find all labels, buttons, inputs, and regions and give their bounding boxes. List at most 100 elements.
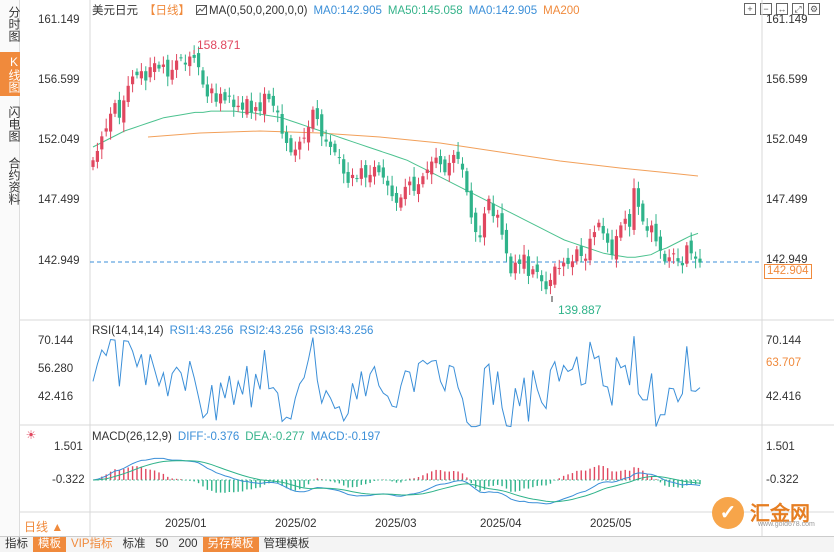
candle-body xyxy=(320,114,324,137)
logo-mark-icon: ✓ xyxy=(712,497,744,529)
candle-body xyxy=(658,236,663,251)
candle-body xyxy=(201,70,205,85)
rsi1-value: RSI1:43.256 xyxy=(169,325,234,337)
candle-body xyxy=(100,136,104,150)
chart-settings-icon xyxy=(196,5,207,15)
candle-body xyxy=(601,225,605,234)
logo-url: www.gold678.com xyxy=(758,521,815,528)
symbol-label: 美元日元 xyxy=(92,5,138,17)
fullscreen-icon[interactable]: ⤢ xyxy=(792,3,804,15)
price-axis-label: 161.149 xyxy=(38,14,80,26)
macd-value: MACD:-0.197 xyxy=(310,431,381,443)
zoom-out-icon[interactable]: − xyxy=(760,3,772,15)
candle-body xyxy=(284,132,289,143)
price-axis-label: 152.049 xyxy=(38,134,80,146)
rsi-line xyxy=(92,336,701,428)
candle-body xyxy=(346,171,350,183)
candle-body xyxy=(645,226,649,231)
candle-body xyxy=(399,197,403,208)
candle-body xyxy=(544,281,548,290)
settings-icon[interactable]: ⚙ xyxy=(808,3,820,15)
tab-flash[interactable]: 闪电图 xyxy=(7,106,21,142)
fit-icon[interactable]: ↔ xyxy=(776,3,788,15)
sun-settings-icon[interactable]: ☀ xyxy=(25,428,37,442)
candle-body xyxy=(597,222,601,228)
macd-title: MACD(26,12,9) xyxy=(92,431,172,443)
rsi-header: RSI(14,14,14) RSI1:43.256 RSI2:43.256 RSI3:… xyxy=(92,324,379,338)
macd-bars xyxy=(96,465,701,493)
candle-body xyxy=(575,249,579,262)
candle-body xyxy=(139,71,143,79)
candle-body xyxy=(364,165,368,178)
candle-body xyxy=(557,267,561,269)
candle-body xyxy=(355,178,359,180)
macd-axis-label: 1.501 xyxy=(54,441,83,453)
macd-dea-value: DEA:-0.277 xyxy=(245,431,305,443)
candle-body xyxy=(689,240,693,254)
manage-template-button[interactable]: 管理模板 xyxy=(263,537,310,550)
tab-kline[interactable]: K线图 xyxy=(0,52,21,96)
candle-body xyxy=(421,176,425,185)
macd-axis-label-right: 1.501 xyxy=(766,441,795,453)
vip-indicator-button[interactable]: VIP指标 xyxy=(71,537,113,550)
ma200-button[interactable]: 200 xyxy=(178,537,198,550)
candle-body xyxy=(205,84,209,97)
save-template-button[interactable]: 另存模板 xyxy=(202,536,259,552)
rsi-axis-label: 56.280 xyxy=(38,363,74,375)
candle-body xyxy=(487,198,491,211)
candle-body xyxy=(280,113,284,134)
candle-body xyxy=(372,166,377,177)
candle-body xyxy=(663,253,667,262)
rsi3-value: RSI3:43.256 xyxy=(309,325,374,337)
candle-body xyxy=(130,76,135,85)
zoom-in-icon[interactable]: + xyxy=(744,3,756,15)
period-select-button[interactable]: 日线 ▲ xyxy=(24,520,64,534)
candle-body xyxy=(443,159,447,173)
candle-body xyxy=(179,57,183,59)
ma50-line xyxy=(92,110,699,258)
candle-body xyxy=(152,63,157,72)
ma-formula[interactable]: MA(0,50,0,200,0,0) xyxy=(196,5,307,17)
standard-button[interactable]: 标准 xyxy=(122,537,146,550)
candle-body xyxy=(302,137,306,139)
candle-body xyxy=(540,275,544,282)
price-axis-label-right: 147.499 xyxy=(766,194,808,206)
candle-body xyxy=(350,174,355,179)
price-axis-label-right: 156.599 xyxy=(766,74,808,86)
tab-contract-info[interactable]: 合约资料 xyxy=(7,157,21,205)
candle-body xyxy=(522,254,526,269)
candle-body xyxy=(113,103,117,114)
candle-body xyxy=(562,262,566,267)
price-axis-label: 147.499 xyxy=(38,194,80,206)
candle-body xyxy=(408,181,412,186)
macd-lines xyxy=(92,457,701,505)
candle-body xyxy=(258,102,262,112)
candle-body xyxy=(240,102,245,110)
candle-body xyxy=(588,238,592,261)
candle-body xyxy=(267,93,271,100)
current-price-tag: 142.904 xyxy=(764,264,812,279)
candle-body xyxy=(293,149,297,156)
candle-body xyxy=(328,141,333,147)
high-arrow-icon xyxy=(190,48,196,54)
candle-body xyxy=(249,100,253,113)
candle-body xyxy=(434,157,438,164)
candle-body xyxy=(315,108,319,120)
candle-body xyxy=(403,186,407,200)
ma50-value: MA50:145.058 xyxy=(387,5,463,17)
ma50-button[interactable]: 50 xyxy=(155,537,169,550)
candle-body xyxy=(95,150,99,162)
rsi-axis-label-right: 42.416 xyxy=(766,391,802,403)
tab-timeshare[interactable]: 分时图 xyxy=(7,6,21,42)
candle-body xyxy=(425,169,429,174)
rsi2-value: RSI2:43.256 xyxy=(239,325,304,337)
rsi-path xyxy=(92,336,701,428)
high-price-label: 158.871 xyxy=(197,38,241,52)
candle-body xyxy=(214,93,218,102)
indicator-button[interactable]: 指标 xyxy=(5,537,28,550)
template-button[interactable]: 模板 xyxy=(33,536,66,552)
candle-body xyxy=(553,266,557,285)
candle-body xyxy=(680,262,685,266)
candle-body xyxy=(122,100,126,123)
